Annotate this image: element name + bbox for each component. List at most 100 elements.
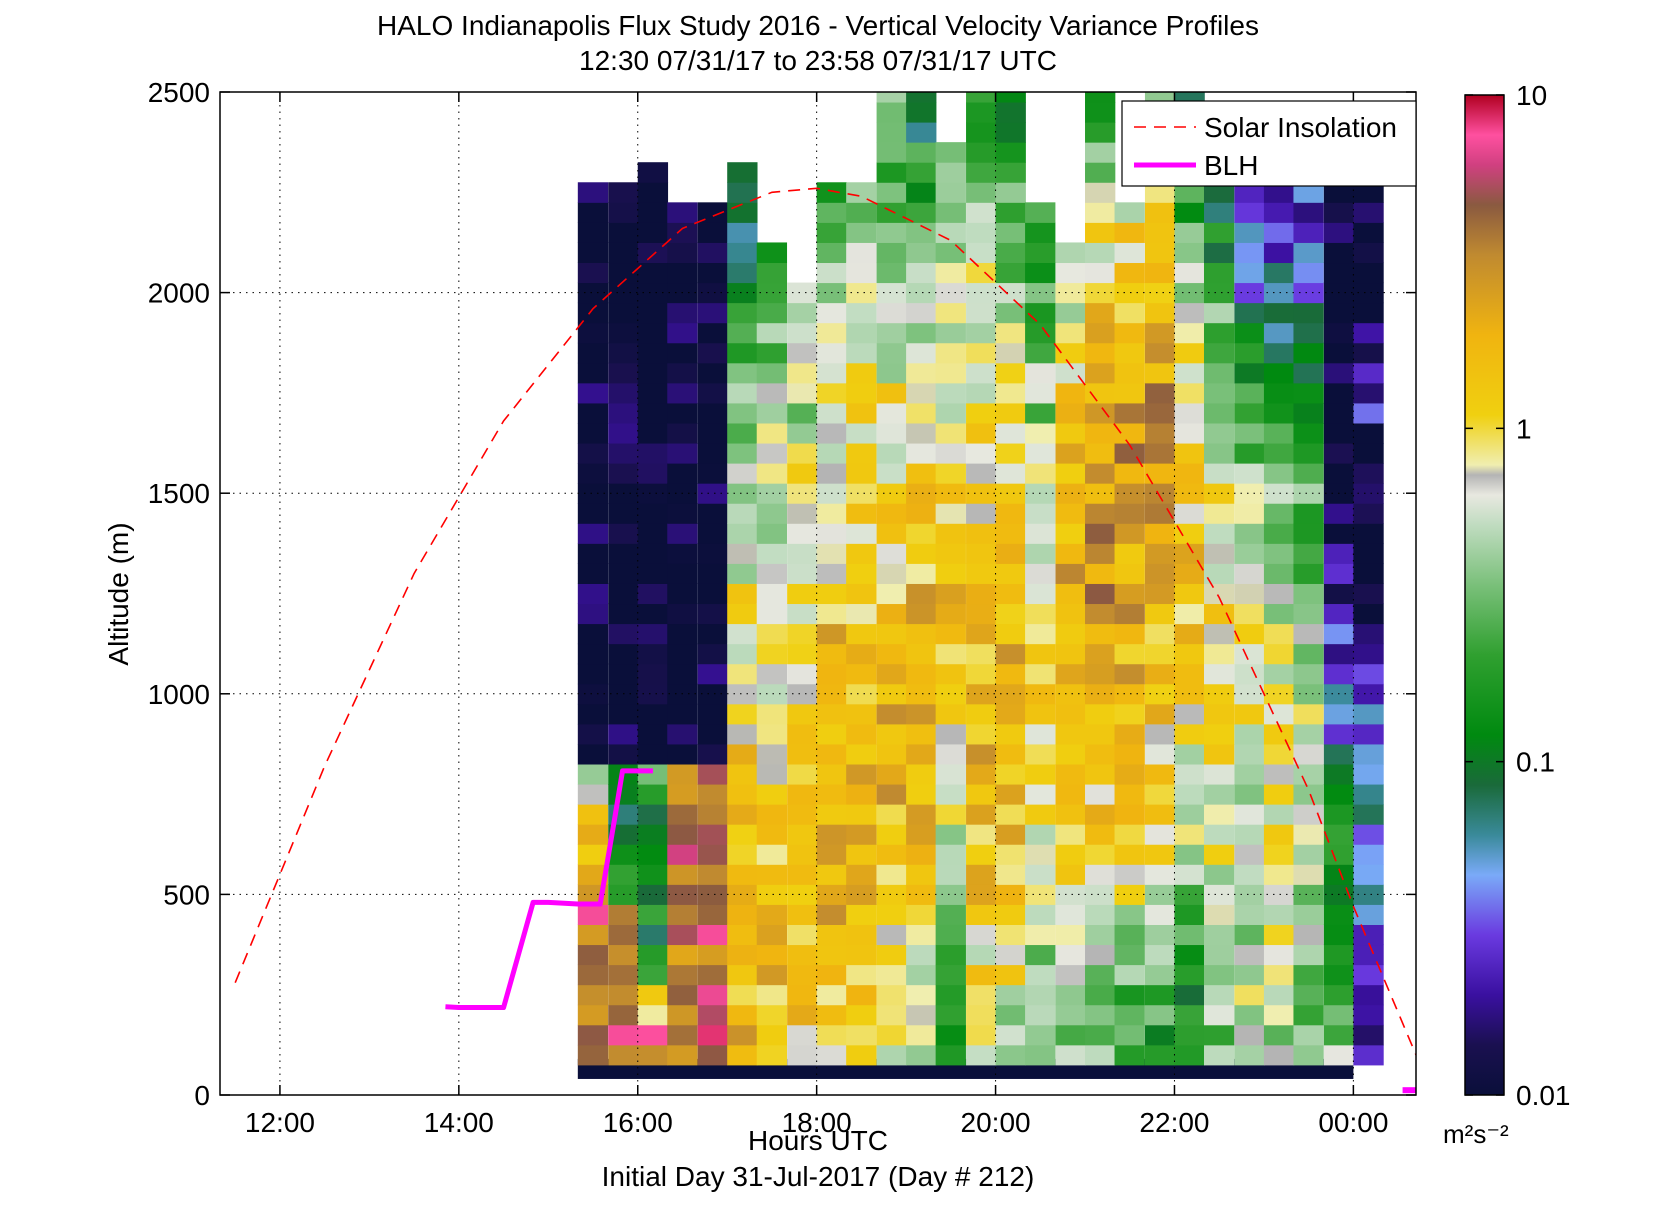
heatmap-cell <box>816 864 847 885</box>
heatmap-cell <box>1353 924 1384 946</box>
y-axis: 0 500 1000 1500 2000 2500 <box>148 77 1416 1111</box>
heatmap-cell <box>906 362 937 384</box>
heatmap-cell <box>995 483 1026 504</box>
heatmap-cell <box>1055 342 1086 364</box>
heatmap-cell <box>697 202 728 223</box>
heatmap-cell <box>876 824 907 845</box>
heatmap-cell <box>935 282 966 304</box>
heatmap-cell <box>846 663 877 685</box>
heatmap-cell <box>1174 422 1205 444</box>
heatmap-cell <box>1234 884 1265 905</box>
heatmap-cell <box>1293 362 1324 384</box>
heatmap-cell <box>846 884 877 905</box>
heatmap-cell <box>1203 864 1235 885</box>
x-tick-label: 22:00 <box>1139 1107 1209 1138</box>
heatmap-cell <box>1144 362 1176 384</box>
heatmap-cell <box>727 443 758 464</box>
heatmap-cell <box>1055 422 1086 444</box>
heatmap-cell <box>1025 944 1056 966</box>
heatmap-cell <box>727 663 758 685</box>
heatmap-cell <box>1025 583 1056 605</box>
heatmap-cell <box>1085 402 1116 424</box>
heatmap-cell <box>637 523 669 544</box>
heatmap-cell <box>935 583 966 605</box>
heatmap-cell <box>1055 623 1086 645</box>
heatmap-cell <box>846 924 877 946</box>
heatmap-cell <box>816 563 847 584</box>
heatmap-cell <box>1293 543 1324 564</box>
heatmap-cell <box>756 663 788 685</box>
heatmap-cell <box>1114 683 1145 705</box>
heatmap-cell <box>966 743 997 765</box>
heatmap-cell <box>846 362 877 384</box>
heatmap-cell <box>1144 964 1176 986</box>
heatmap-cell <box>1353 362 1384 384</box>
heatmap-cell <box>966 102 997 123</box>
heatmap-cell <box>935 1024 966 1046</box>
heatmap-cell <box>787 422 818 444</box>
heatmap-cell <box>1085 703 1116 725</box>
heatmap-cell <box>577 282 609 304</box>
heatmap-cell <box>637 362 669 384</box>
heatmap-cell <box>756 884 788 905</box>
heatmap-cell <box>1353 623 1384 645</box>
heatmap-cell <box>935 764 966 785</box>
heatmap-cell <box>1025 623 1056 645</box>
heatmap-cell <box>1085 302 1116 324</box>
heatmap-cell <box>667 663 698 685</box>
heatmap-cell <box>697 944 728 966</box>
heatmap-cell <box>1353 342 1384 364</box>
heatmap-cell <box>727 603 758 625</box>
heatmap-cell <box>846 964 877 986</box>
heatmap-cell <box>1263 583 1295 605</box>
heatmap-cell <box>667 583 698 605</box>
heatmap-cell <box>966 92 997 103</box>
heatmap-cell <box>697 924 728 946</box>
heatmap-cell <box>1025 764 1056 785</box>
heatmap-cell <box>577 402 609 424</box>
heatmap-cell <box>608 382 639 404</box>
heatmap-cell <box>1144 743 1176 765</box>
heatmap-cell <box>1114 723 1145 745</box>
heatmap-cell <box>1085 463 1116 484</box>
heatmap-cell <box>637 904 669 925</box>
heatmap-cell <box>787 964 818 986</box>
heatmap-cell <box>577 1004 609 1026</box>
heatmap-cell <box>1144 723 1176 745</box>
heatmap-cell <box>787 362 818 384</box>
heatmap-cell <box>697 844 728 865</box>
heatmap-cell <box>935 162 966 183</box>
heatmap-cell <box>1353 743 1384 765</box>
heatmap-cell <box>906 382 937 404</box>
heatmap-cell <box>935 222 966 243</box>
heatmap-cell <box>995 523 1026 544</box>
heatmap-cell <box>1025 904 1056 925</box>
heatmap-cell <box>846 623 877 645</box>
heatmap-cell <box>577 463 609 484</box>
heatmap-cell <box>756 583 788 605</box>
heatmap-cell <box>1174 362 1205 384</box>
heatmap-cell <box>966 944 997 966</box>
heatmap-cell <box>1293 723 1324 745</box>
heatmap-cell <box>1174 92 1205 103</box>
heatmap-cell <box>1085 924 1116 946</box>
heatmap-cell <box>816 603 847 625</box>
heatmap-cell <box>1263 262 1295 284</box>
heatmap-cell <box>966 443 997 464</box>
heatmap-cell <box>966 543 997 564</box>
heatmap-cell <box>608 1044 639 1066</box>
heatmap-cell <box>577 683 609 705</box>
heatmap-cell <box>1144 222 1176 243</box>
heatmap-cell <box>667 262 698 284</box>
heatmap-cell <box>995 804 1026 825</box>
heatmap-cell <box>697 222 728 243</box>
heatmap-cell <box>906 422 937 444</box>
heatmap-cell <box>906 463 937 484</box>
heatmap-cell <box>577 543 609 564</box>
heatmap-cell <box>846 443 877 464</box>
heatmap-cell <box>995 984 1026 1006</box>
heatmap-cell <box>756 1044 788 1066</box>
grid-lines <box>220 92 1416 1095</box>
heatmap-cell <box>816 904 847 925</box>
heatmap-cell <box>935 784 966 805</box>
